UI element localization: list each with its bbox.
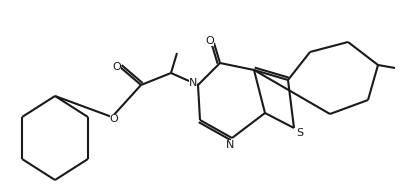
Text: O: O	[109, 114, 118, 124]
Text: O: O	[112, 62, 121, 72]
Text: N: N	[225, 140, 234, 150]
Text: S: S	[296, 128, 303, 138]
Text: N: N	[188, 78, 197, 88]
Text: O: O	[205, 36, 214, 46]
